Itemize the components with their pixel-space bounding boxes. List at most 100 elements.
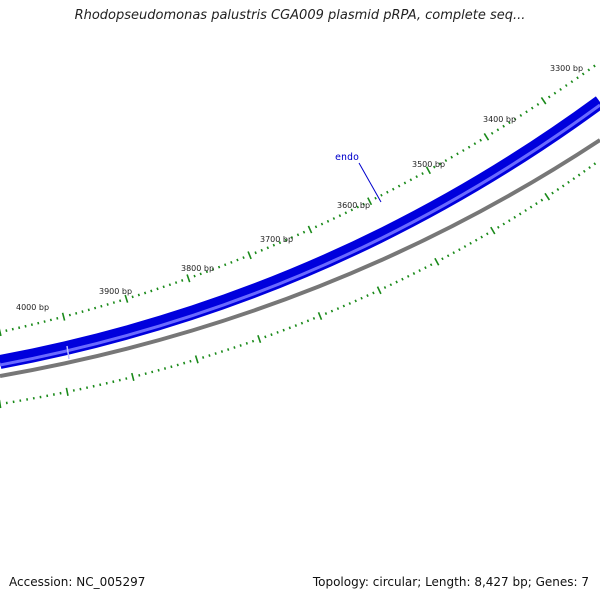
minor-tick xyxy=(556,188,560,191)
minor-tick xyxy=(11,327,14,331)
minor-tick xyxy=(296,233,300,237)
minor-tick xyxy=(502,124,505,128)
minor-tick xyxy=(529,205,533,209)
minor-tick xyxy=(593,64,596,68)
minor-tick xyxy=(214,352,217,355)
minor-tick xyxy=(587,68,591,72)
minor-tick xyxy=(567,180,570,184)
minor-tick xyxy=(176,363,179,367)
endo-feature-label[interactable]: endo xyxy=(335,152,359,163)
ruler-label-3300: 3300 bp xyxy=(550,64,583,73)
minor-tick xyxy=(118,378,121,382)
minor-tick xyxy=(518,212,522,216)
minor-tick xyxy=(469,241,472,245)
minor-tick xyxy=(561,184,565,188)
minor-tick xyxy=(524,209,527,212)
minor-tick xyxy=(112,380,115,384)
minor-tick xyxy=(547,95,551,99)
major-tick xyxy=(0,328,2,337)
minor-tick xyxy=(324,312,328,315)
minor-tick xyxy=(174,281,178,284)
minor-tick xyxy=(162,285,165,289)
minor-tick xyxy=(386,190,389,194)
feature-boundary-marker xyxy=(66,345,70,360)
minor-tick xyxy=(125,377,128,380)
minor-tick xyxy=(441,257,444,261)
minor-tick xyxy=(18,326,21,330)
ruler-label-4000: 4000 bp xyxy=(16,303,49,312)
minor-tick xyxy=(59,391,62,395)
minor-tick xyxy=(106,303,109,306)
minor-tick xyxy=(294,324,298,327)
minor-tick xyxy=(348,302,352,305)
minor-tick xyxy=(143,291,147,295)
minor-tick xyxy=(202,356,205,359)
minor-tick xyxy=(450,155,453,159)
minor-tick xyxy=(519,113,523,117)
minor-tick xyxy=(156,287,159,291)
minor-tick xyxy=(513,215,517,219)
ruler-label-3400: 3400 bp xyxy=(483,115,516,124)
minor-tick xyxy=(366,294,369,298)
minor-tick xyxy=(497,225,500,229)
minor-tick xyxy=(245,341,248,345)
minor-tick xyxy=(403,181,407,185)
minor-tick xyxy=(230,260,233,264)
minor-tick xyxy=(81,310,84,313)
minor-tick xyxy=(199,272,202,276)
minor-tick xyxy=(105,381,108,385)
major-tick xyxy=(307,225,313,234)
minor-tick xyxy=(397,184,401,188)
minor-tick xyxy=(480,235,483,239)
minor-tick xyxy=(236,258,239,262)
minor-tick xyxy=(344,211,348,215)
minor-tick xyxy=(391,187,395,191)
minor-tick xyxy=(356,205,360,209)
minor-tick xyxy=(513,117,517,121)
minor-tick xyxy=(389,283,393,287)
minor-tick xyxy=(79,387,82,391)
minor-tick xyxy=(282,328,285,332)
minor-tick xyxy=(131,295,134,299)
minor-tick xyxy=(157,368,160,372)
gene-feature-band[interactable] xyxy=(0,96,600,369)
minor-tick xyxy=(181,279,184,282)
minor-tick xyxy=(438,162,442,166)
major-tick xyxy=(483,132,490,141)
minor-tick xyxy=(290,236,294,239)
major-tick xyxy=(425,166,432,175)
outer-tick-ruler xyxy=(0,64,596,337)
minor-tick xyxy=(87,308,90,312)
minor-tick xyxy=(462,149,465,152)
minor-tick xyxy=(151,370,154,374)
map-title: Rhodopseudomonas palustris CGA009 plasmi… xyxy=(74,8,526,23)
minor-tick xyxy=(553,91,557,95)
minor-tick xyxy=(302,230,306,234)
minor-tick xyxy=(540,198,544,202)
major-tick xyxy=(544,192,551,201)
minor-tick xyxy=(30,323,33,327)
minor-tick xyxy=(576,76,579,80)
minor-tick xyxy=(374,196,377,200)
minor-tick xyxy=(479,138,482,142)
minor-tick xyxy=(362,202,365,206)
minor-tick xyxy=(37,321,40,325)
minor-tick xyxy=(24,324,27,328)
minor-tick xyxy=(312,316,316,320)
major-tick xyxy=(194,355,199,364)
minor-tick xyxy=(266,246,270,250)
major-tick xyxy=(186,274,191,283)
minor-tick xyxy=(100,304,103,308)
minor-tick xyxy=(92,384,95,388)
ruler-label-3700: 3700 bp xyxy=(260,235,293,244)
minor-tick xyxy=(338,214,342,218)
minor-tick xyxy=(415,175,418,179)
minor-tick xyxy=(525,110,528,114)
minor-tick xyxy=(49,318,52,322)
minor-tick xyxy=(530,106,534,110)
minor-tick xyxy=(306,319,310,323)
minor-tick xyxy=(233,346,236,349)
minor-tick xyxy=(536,102,540,106)
